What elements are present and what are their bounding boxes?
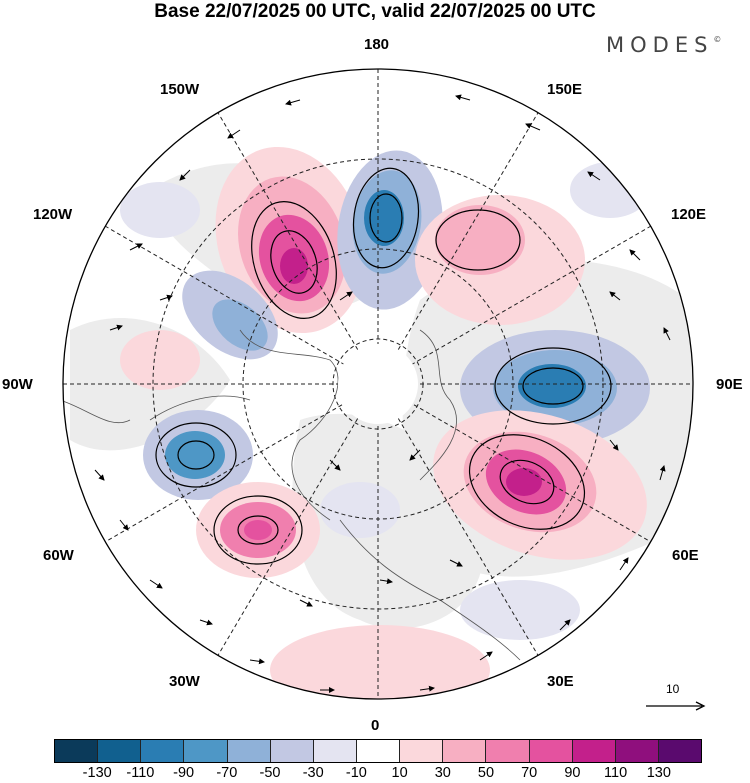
lon-label-90w: 90W <box>2 376 33 393</box>
lon-label-180: 180 <box>364 36 390 53</box>
colorbar-tick-label: -30 <box>302 765 324 781</box>
colorbar-tick-label: 110 <box>604 765 628 781</box>
colorbar-cell <box>572 740 616 762</box>
colorbar-tick-label: -110 <box>126 765 155 781</box>
wind-vectors <box>94 94 671 693</box>
colorbar-tick-label: -70 <box>216 765 238 781</box>
map-boundary <box>62 68 694 700</box>
colorbar-tick-label: 70 <box>521 765 538 781</box>
lon-label-90e: 90E <box>716 376 743 393</box>
reference-vector: 10 <box>644 682 708 718</box>
colorbar-cell <box>400 740 444 762</box>
colorbar-cell <box>270 740 314 762</box>
polar-cap <box>338 344 418 424</box>
colorbar-cell <box>443 740 487 762</box>
anomaly-fields <box>120 146 650 699</box>
colorbar-cell <box>227 740 271 762</box>
colorbar-tick-label: 90 <box>564 765 581 781</box>
colorbar <box>54 739 702 763</box>
lon-label-60w: 60W <box>43 547 74 564</box>
colorbar-tick-label: -130 <box>82 765 112 781</box>
colorbar-cell <box>313 740 357 762</box>
lon-label-60e: 60E <box>672 547 699 564</box>
colorbar-tick-label: -90 <box>173 765 195 781</box>
colorbar-tick-label: 30 <box>434 765 451 781</box>
lon-label-120e: 120E <box>671 206 707 223</box>
polar-map <box>62 68 694 700</box>
colorbar-tick-label: 130 <box>646 765 671 781</box>
colorbar-ticks: -130 -110 -90 -70 -50 -30 -10 10 30 50 70 90 110 130 <box>54 765 702 783</box>
map-title: Base 22/07/2025 00 UTC, valid 22/07/2025… <box>154 1 596 22</box>
modes-logo: MODES© <box>606 33 721 57</box>
lon-label-30e: 30E <box>547 673 574 690</box>
brand-name: MODES <box>606 33 714 57</box>
lon-label-120w: 120W <box>33 206 73 223</box>
colorbar-tick-label: -50 <box>259 765 281 781</box>
reference-vector-label: 10 <box>666 682 680 696</box>
colorbar-cell <box>529 740 573 762</box>
map-disc <box>63 69 693 699</box>
colorbar-cell <box>184 740 228 762</box>
colorbar-cell <box>98 740 142 762</box>
lon-label-150w: 150W <box>160 81 200 98</box>
colorbar-cell <box>55 740 99 762</box>
colorbar-cell <box>356 740 401 762</box>
colorbar-tick-label: 10 <box>391 765 408 781</box>
reference-arrow-icon <box>646 701 706 711</box>
colorbar-cell <box>658 740 702 762</box>
colorbar-cell <box>141 740 185 762</box>
lon-label-150e: 150E <box>547 81 583 98</box>
lon-label-0: 0 <box>371 717 380 734</box>
colorbar-cell <box>486 740 530 762</box>
colorbar-tick-label: 50 <box>477 765 495 781</box>
copyright-mark: © <box>713 35 722 44</box>
colorbar-cell <box>615 740 659 762</box>
colorbar-tick-label: -10 <box>345 765 367 781</box>
streamlines <box>155 167 612 565</box>
lon-label-30w: 30W <box>169 673 200 690</box>
